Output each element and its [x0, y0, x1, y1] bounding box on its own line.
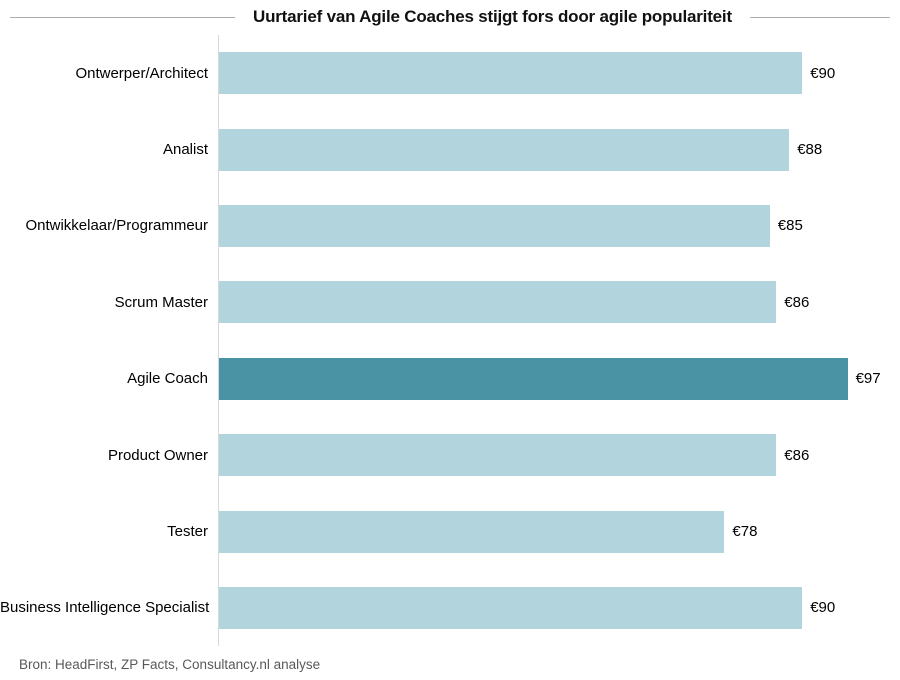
- category-label: Ontwerper/Architect: [75, 64, 208, 82]
- value-label: €78: [732, 523, 758, 541]
- chart-header: Uurtarief van Agile Coaches stijgt fors …: [0, 0, 900, 28]
- value-label: €88: [797, 141, 823, 159]
- bar: [219, 204, 770, 247]
- bar-row: Product Owner €86: [0, 416, 900, 494]
- bar-track: €88: [218, 111, 900, 188]
- bar: [219, 128, 790, 171]
- bar-row: Analist €88: [0, 111, 900, 188]
- bar-chart: Ontwerper/Architect €90 Analist €88 Ontwikke…: [0, 35, 900, 647]
- bar-row: Scrum Master €86: [0, 264, 900, 341]
- bar: [219, 281, 777, 324]
- bar-row: Tester €78: [0, 493, 900, 570]
- value-label: €90: [810, 64, 836, 82]
- bar: [219, 52, 803, 95]
- source-note: Bron: HeadFirst, ZP Facts, Consultancy.n…: [19, 657, 321, 673]
- value-label: €86: [784, 446, 810, 464]
- bar-rows: Ontwerper/Architect €90 Analist €88 Ontwikke…: [0, 35, 900, 647]
- category-label: Product Owner: [107, 446, 208, 464]
- title-rule-right: [749, 16, 890, 18]
- bar-row: Ontwerper/Architect €90: [0, 35, 900, 112]
- value-label: €97: [855, 370, 881, 388]
- bar: [219, 586, 803, 629]
- bar-highlight: [219, 357, 848, 400]
- category-label: Tester: [167, 523, 208, 541]
- value-label: €90: [810, 599, 836, 617]
- bar: [219, 510, 725, 553]
- bar-track: €86: [218, 416, 900, 494]
- category-label: Agile Coach: [127, 370, 208, 388]
- category-label: Scrum Master: [114, 293, 208, 311]
- bar-track: €90: [218, 569, 900, 647]
- bar-track: €85: [218, 187, 900, 265]
- bar-row: Agile Coach €97: [0, 340, 900, 417]
- bar-track: €78: [218, 493, 900, 570]
- bar: [219, 434, 777, 477]
- value-label: €85: [777, 217, 803, 235]
- bar-track: €86: [218, 264, 900, 341]
- bar-row: Business Intelligence Specialist €90: [0, 569, 900, 647]
- category-label: Ontwikkelaar/Programmeur: [25, 217, 208, 235]
- chart-title: Uurtarief van Agile Coaches stijgt fors …: [253, 7, 732, 26]
- bar-row: Ontwikkelaar/Programmeur €85: [0, 187, 900, 265]
- category-label: Analist: [162, 141, 208, 159]
- title-rule-left: [10, 16, 235, 18]
- value-label: €86: [784, 293, 810, 311]
- bar-track: €97: [218, 340, 900, 417]
- bar-track: €90: [218, 35, 900, 112]
- category-label: Business Intelligence Specialist: [0, 599, 210, 617]
